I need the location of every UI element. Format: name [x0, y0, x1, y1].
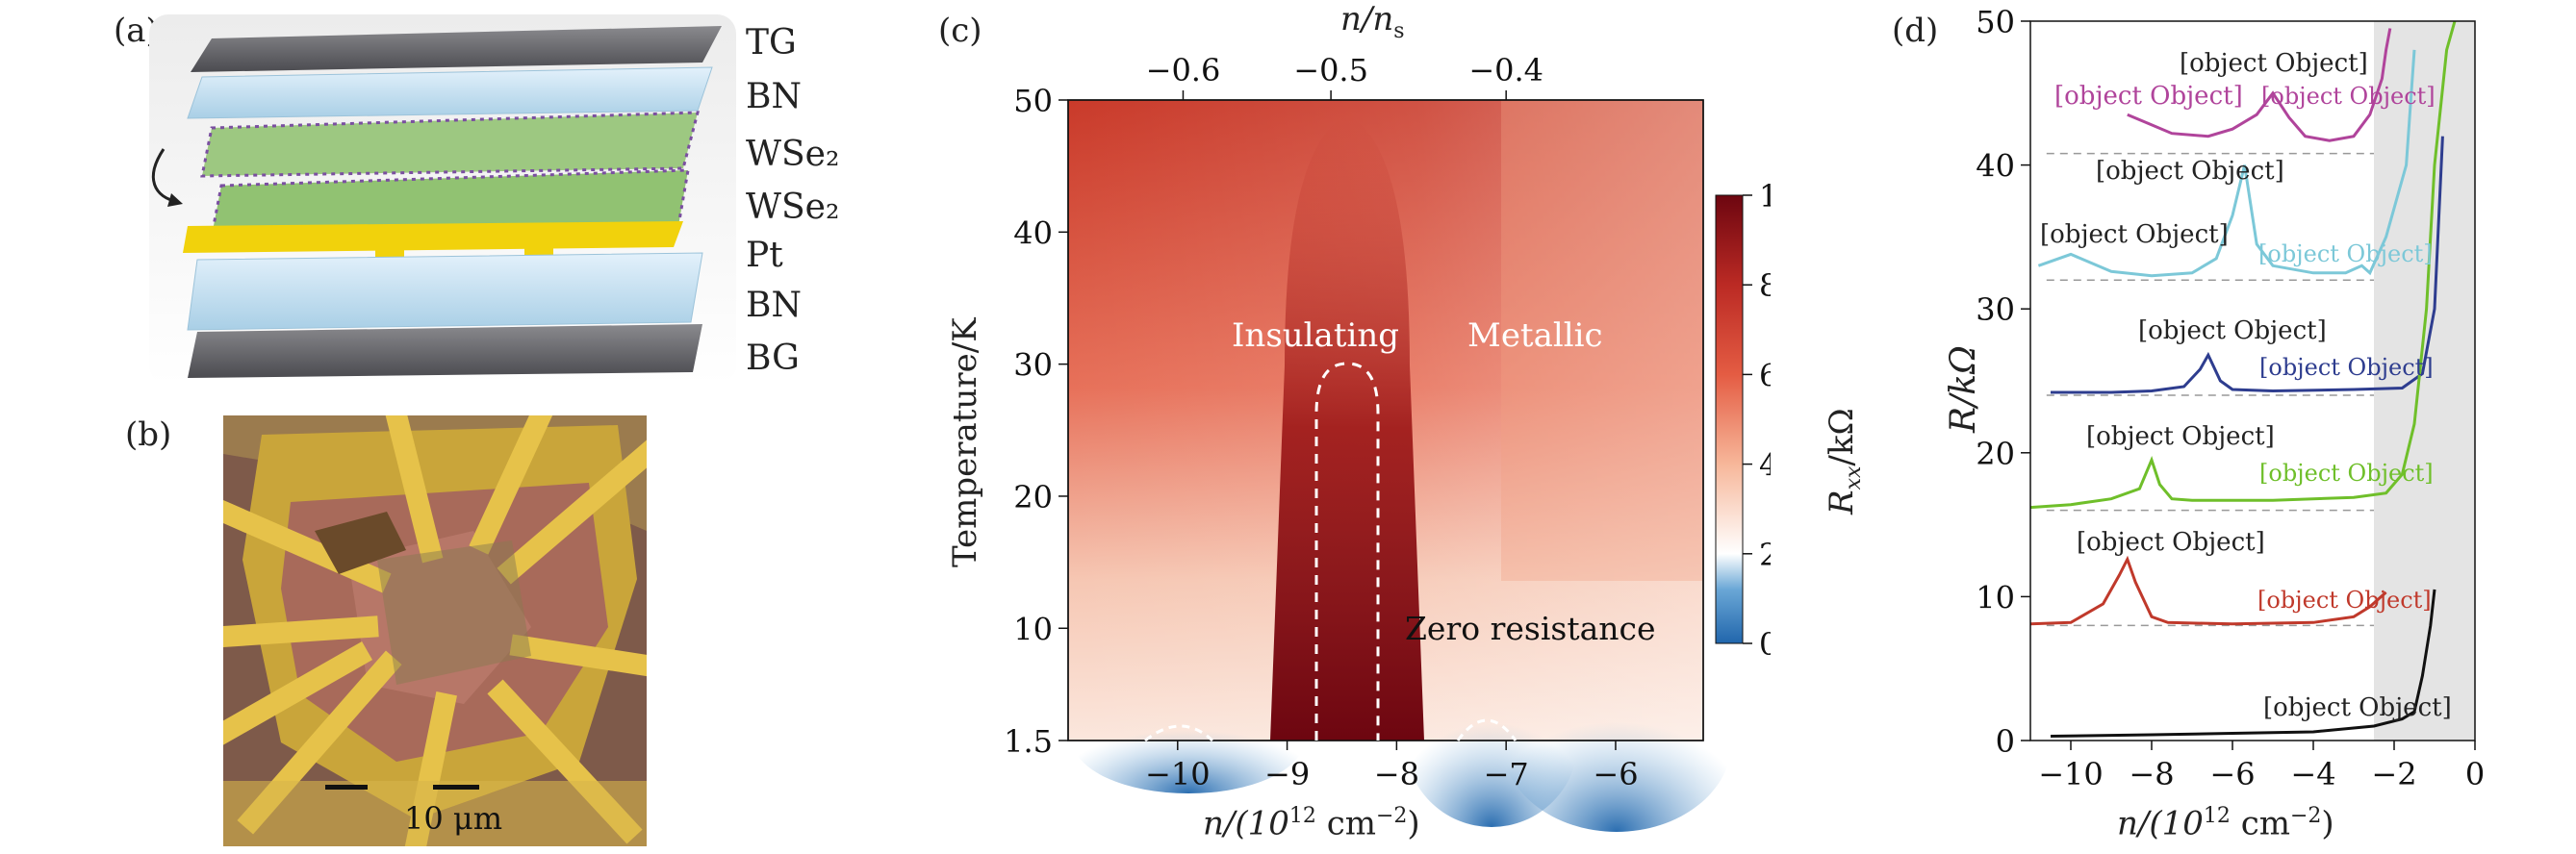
heat-toptick-label: −0.5: [1293, 52, 1368, 88]
heat-ytick-label: 10: [1013, 611, 1053, 647]
heat-ytick-label: 30: [1013, 347, 1053, 384]
label-half-filling-45: [object Object]: [2138, 316, 2327, 345]
heat-toptick-label: −0.6: [1146, 52, 1221, 88]
annotation-insulating: Insulating: [1232, 316, 1399, 355]
d-ytick-label: 20: [1976, 436, 2015, 472]
label-half-filling-49: [object Object]: [2086, 422, 2275, 451]
scale-bar: [433, 785, 479, 790]
label-theta-49: [object Object]: [2259, 460, 2434, 487]
heat-toptick-label: −0.4: [1468, 52, 1543, 88]
annotation-metallic: Metallic: [1467, 316, 1603, 355]
d-xtick-label: 0: [2465, 756, 2485, 792]
d-xtick-label: −10: [2038, 756, 2104, 792]
heat-ytick-label: 1.5: [1004, 723, 1053, 760]
colorbar-tick-label: 8: [1759, 267, 1771, 304]
label-theta-45: [object Object]: [2259, 354, 2434, 381]
panel-c-xlabel: n/(1012 cm−2): [1203, 804, 1420, 843]
layer-label-tg: TG: [746, 23, 797, 63]
panel-b-letter: (b): [125, 415, 172, 454]
annotation-zero-resistance: Zero resistance: [1405, 610, 1656, 647]
layer-label-bn-bottom: BN: [746, 286, 802, 325]
heat-xtick-label: −9: [1264, 756, 1310, 792]
label-theta-51: [object Object]: [2257, 587, 2432, 614]
layer-label-pt: Pt: [746, 236, 783, 275]
d-ytick-label: 30: [1976, 291, 2015, 328]
panel-d-xlabel: n/(1012 cm−2): [2117, 804, 2334, 843]
device-stack-illustration: [149, 14, 736, 385]
d-ytick-label: 0: [1996, 723, 2015, 760]
colorbar-tick-label: 6: [1759, 357, 1771, 393]
heat-xtick-label: −7: [1484, 756, 1529, 792]
bn-bottom-layer: [187, 252, 703, 331]
d-xtick-label: −4: [2290, 756, 2335, 792]
label-half-filling-51: [object Object]: [2077, 528, 2265, 557]
label-full-filling-42: [object Object]: [2040, 220, 2229, 249]
d-xtick-label: −6: [2209, 756, 2255, 792]
label-theta-4: [object Object]: [2261, 83, 2436, 110]
series-line: [2037, 49, 2416, 278]
heat-xtick-label: −8: [1374, 756, 1419, 792]
label-bernal: [object Object]: [2263, 693, 2452, 722]
colorbar-tick-label: 4: [1759, 447, 1771, 484]
d-xtick-label: −8: [2129, 756, 2174, 792]
colorbar-label: Rxx/kΩ: [1823, 408, 1866, 515]
panel-c-top-axis-label: n/ns: [1340, 0, 1405, 43]
label-full-filling-4: [object Object]: [2054, 82, 2243, 111]
layer-label-wse2-bottom: WSe₂: [746, 188, 840, 227]
label-theta-42: [object Object]: [2258, 240, 2433, 267]
bn-top-layer: [187, 66, 713, 119]
layer-label-bn: BN: [746, 77, 802, 116]
colorbar-tick-label: 10: [1759, 178, 1771, 214]
series-line: [2029, 555, 2387, 626]
panel-c-ylabel: Temperature/K: [946, 317, 984, 567]
panel-d-ylabel: R/kΩ: [1944, 345, 1983, 433]
heat-ytick-label: 40: [1013, 214, 1053, 251]
panel-d-letter: (d): [1892, 12, 1939, 50]
series-line: [2127, 28, 2392, 142]
pt-layer: [183, 221, 683, 253]
top-gate-layer: [191, 26, 722, 72]
colorbar-tick-label: 0: [1759, 626, 1771, 663]
wse2-layer-2: [210, 168, 690, 238]
label-full-filling-42-peak: [object Object]: [2096, 157, 2284, 186]
layer-label-wse2-top: WSe₂: [746, 135, 840, 174]
d-ytick-label: 50: [1976, 4, 2015, 40]
series-line: [2050, 589, 2436, 738]
colorbar-tick-label: 2: [1759, 537, 1771, 573]
label-full-filling-4-peak: [object Object]: [2180, 49, 2368, 78]
heat-ytick-label: 50: [1013, 83, 1053, 119]
d-ytick-label: 40: [1976, 148, 2015, 185]
layer-label-bg: BG: [746, 339, 800, 378]
series-line: [2029, 20, 2457, 510]
scale-bar-label: 10 μm: [404, 800, 503, 837]
heat-ytick-label: 20: [1013, 479, 1053, 515]
heat-xtick-label: −10: [1145, 756, 1211, 792]
wse2-layer-1: [200, 111, 700, 178]
panel-c-letter: (c): [938, 12, 982, 50]
optical-micrograph: [223, 415, 647, 846]
d-xtick-label: −2: [2371, 756, 2416, 792]
d-ytick-label: 10: [1976, 579, 2015, 615]
heat-xtick-label: −6: [1593, 756, 1638, 792]
bottom-gate-layer: [188, 324, 702, 378]
colorbar: [1715, 194, 1744, 644]
